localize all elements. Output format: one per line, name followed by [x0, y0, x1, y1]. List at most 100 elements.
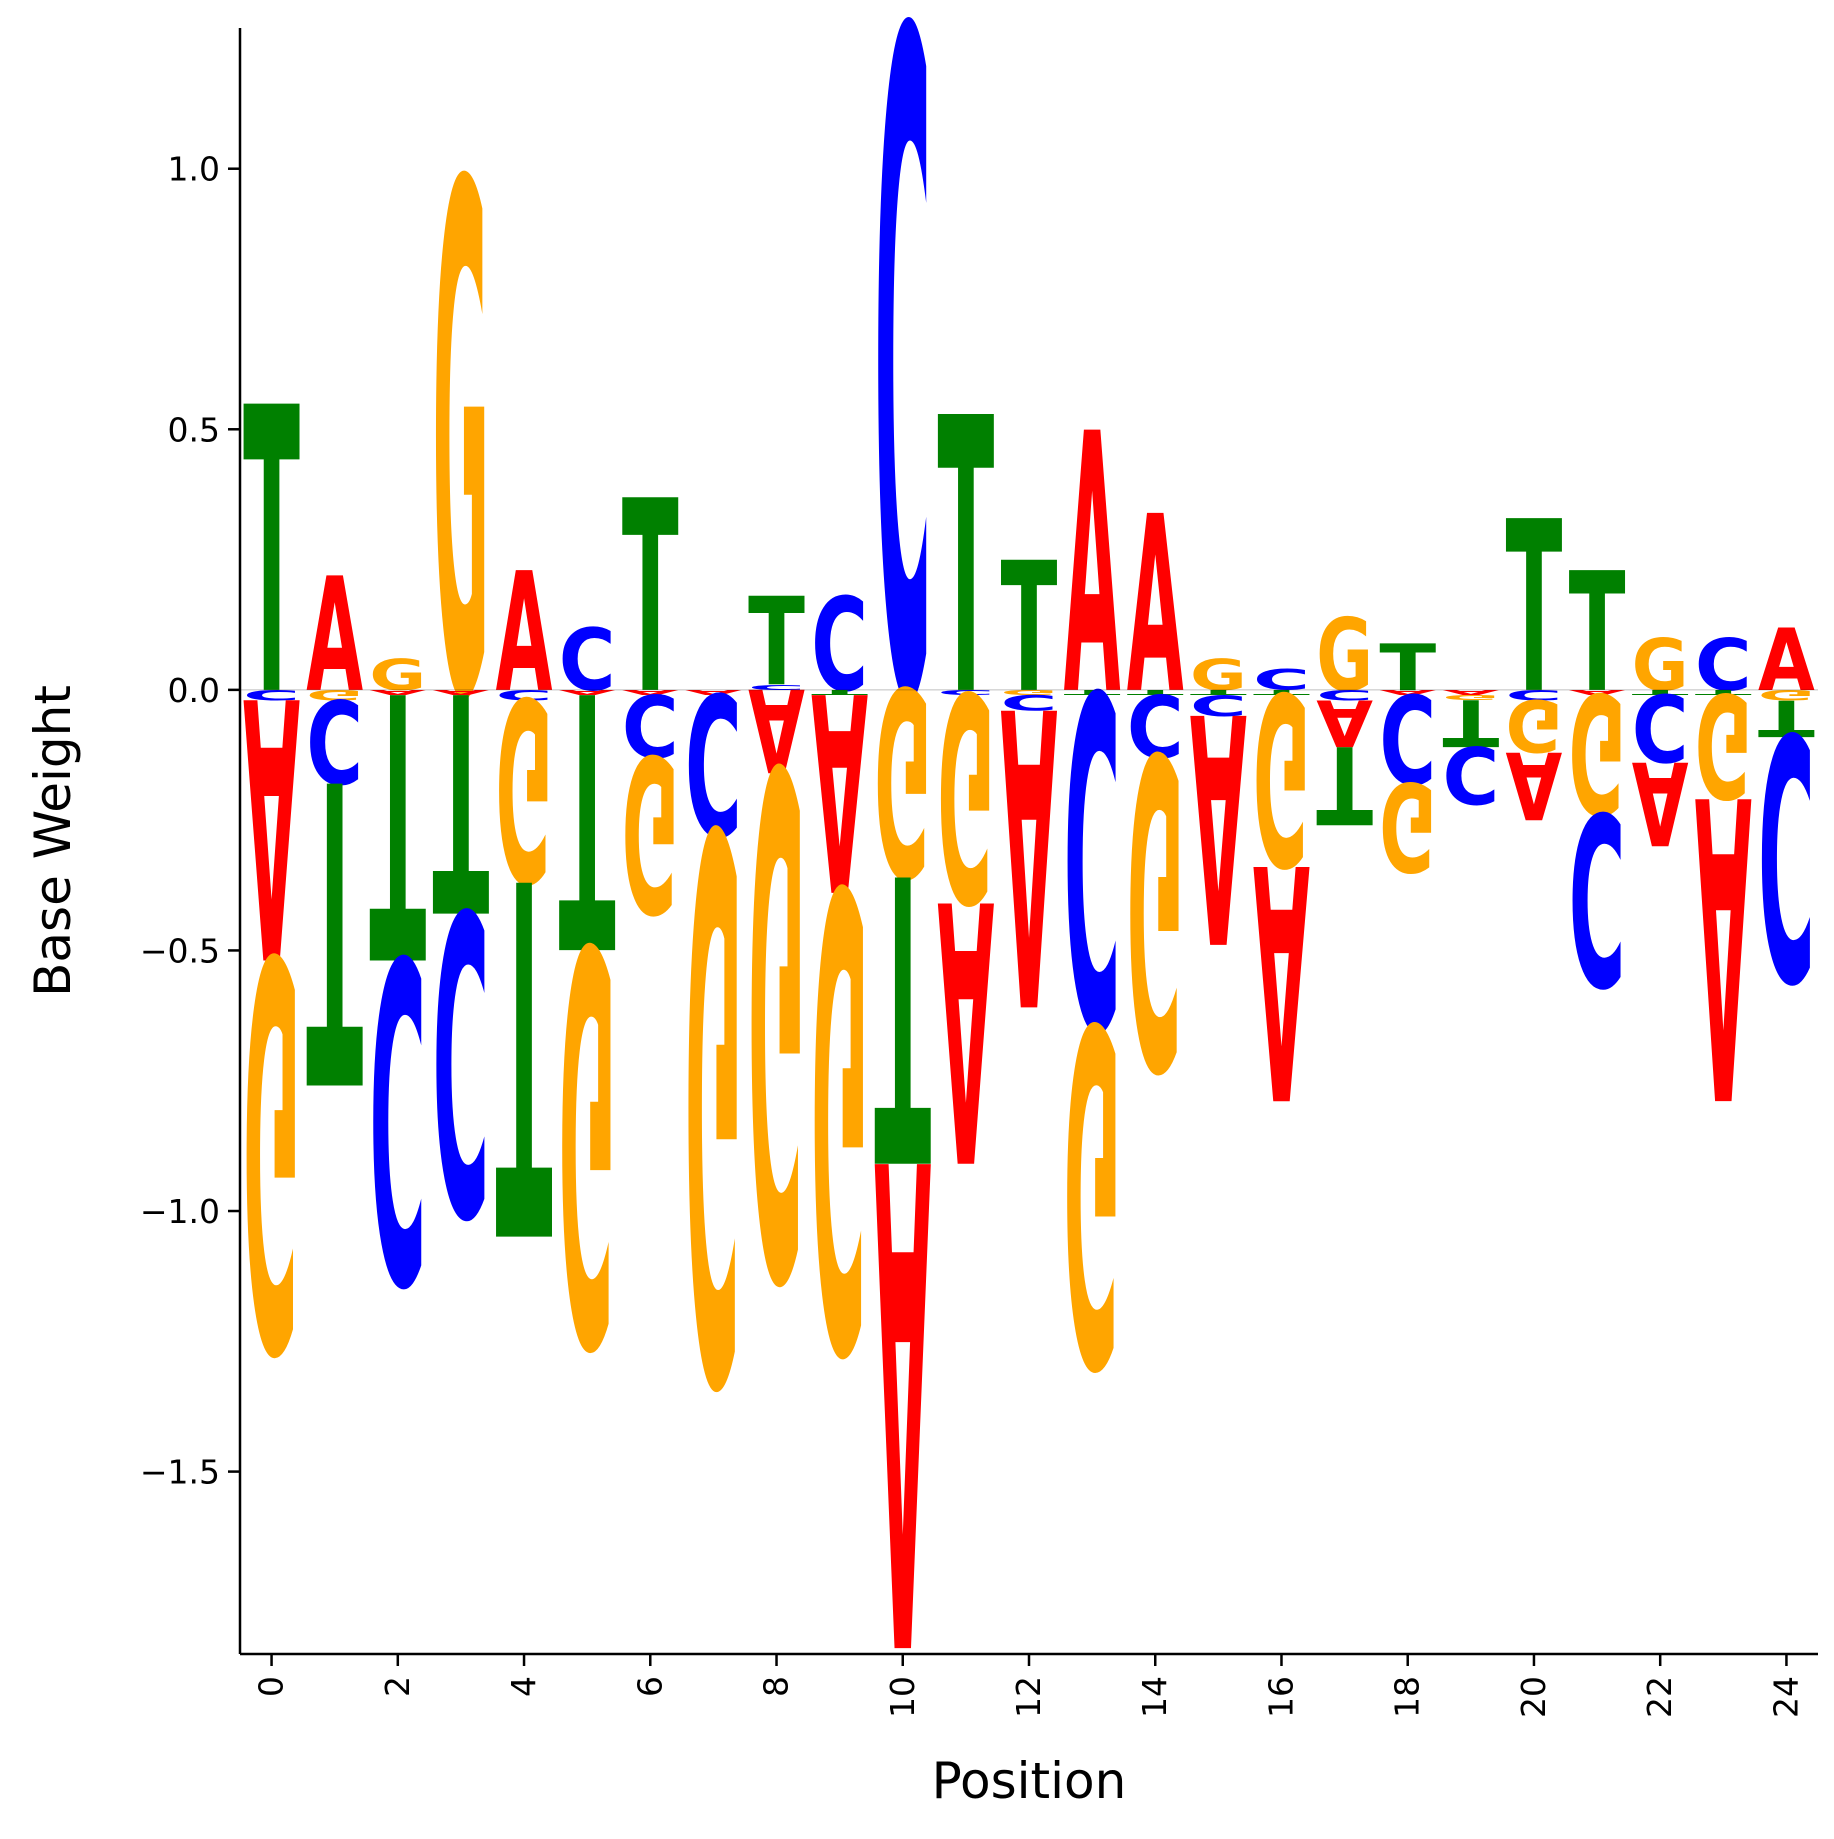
x-tick-label: 18 [1388, 1676, 1427, 1718]
logo-letter-g: G [306, 686, 363, 703]
logo-letter-t: T [369, 608, 426, 1031]
logo-letter-c: C [874, 0, 931, 904]
logo-letter-t: T [1064, 688, 1121, 696]
logo-letter-g: G [937, 628, 994, 961]
logo-letter-g: G [1506, 683, 1563, 766]
logo-letter-a: A [1569, 688, 1627, 696]
logo-letter-c: C [1506, 686, 1563, 703]
logo-letter-c: C [1064, 586, 1121, 1117]
y-axis-ticks: −1.5 −1.0 −0.5 0.0 0.5 1.0 [140, 150, 240, 1492]
logo-letter-t: T [1127, 688, 1184, 696]
logo-letter-a: A [1001, 615, 1058, 1088]
logo-letter-g: G [1064, 918, 1121, 1458]
logo-letter-t: T [1190, 688, 1247, 696]
x-tick-label: 2 [378, 1676, 417, 1697]
logo-letter-c: C [1316, 686, 1373, 703]
logo-letter-t: T [1001, 525, 1058, 733]
logo-letter-c: C [811, 572, 868, 721]
logo-letter-a: A [1064, 359, 1121, 775]
x-tick-label: 24 [1766, 1676, 1805, 1718]
logo-letter-g: G [1632, 624, 1689, 707]
logo-letter-t: T [1695, 688, 1752, 696]
logo-letter-c: C [433, 815, 490, 1296]
logo-letter-g: G [1758, 686, 1815, 703]
logo-letter-a: A [369, 688, 427, 696]
logo-letter-a: A [874, 1007, 931, 1779]
logo-letter-g: G [1442, 693, 1499, 701]
logo-letter-t: T [1569, 537, 1626, 729]
logo-letter-t: T [811, 688, 868, 696]
logo-letter-g: G [1001, 688, 1058, 696]
x-axis-ticks: 0 2 4 6 8 10 12 14 16 18 20 22 24 [252, 1654, 1805, 1718]
logo-letter-t: T [622, 446, 679, 754]
logo-letter-a: A [748, 662, 805, 795]
logo-letter-g: G [811, 744, 868, 1475]
logo-letter-t: T [433, 624, 490, 973]
logo-letter-t: T [1379, 630, 1436, 705]
logo-letter-g: G [1190, 650, 1247, 700]
logo-letter-a: A [1695, 700, 1752, 1182]
logo-letter-c: C [1190, 688, 1247, 721]
y-tick-label: 1.0 [168, 150, 220, 189]
logo-letter-g: G [559, 821, 616, 1452]
logo-letter-a: A [1190, 642, 1247, 1008]
logo-letter-c: C [496, 686, 553, 703]
logo-letter-t: T [496, 767, 553, 1332]
logo-letter-t: T [748, 572, 805, 714]
logo-letter-t: T [1632, 688, 1689, 696]
logo-letter-g: G [1253, 639, 1310, 913]
logo-letter-a: A [559, 688, 617, 696]
logo-letter-c: C [1442, 728, 1499, 819]
logo-letter-c: C [622, 674, 679, 774]
logo-letter-t: T [243, 326, 300, 783]
logo-letter-a: A [622, 688, 680, 696]
x-tick-label: 0 [252, 1676, 291, 1697]
logo-letter-t: T [1758, 688, 1815, 746]
logo-letter-c: C [306, 672, 363, 805]
x-axis-title: Position [932, 1752, 1127, 1810]
x-tick-label: 8 [757, 1676, 796, 1697]
logo-letter-g: G [1569, 656, 1626, 848]
logo-letter-g: G [874, 628, 931, 927]
x-tick-label: 12 [1009, 1676, 1048, 1718]
y-tick-label: −1.5 [140, 1453, 220, 1492]
logo-letter-g: G [243, 833, 300, 1456]
logo-letter-a: A [1316, 684, 1373, 759]
logo-letter-a: A [433, 688, 491, 696]
logo-letter-c: C [685, 649, 742, 873]
logo-letter-a: A [243, 616, 300, 1032]
logo-letter-c: C [243, 686, 300, 703]
logo-letter-g: G [622, 706, 679, 956]
logo-letter-a: A [1506, 730, 1563, 839]
logo-letter-c: C [1379, 665, 1436, 806]
logo-letter-c: C [1632, 672, 1689, 780]
y-tick-label: −0.5 [140, 931, 220, 970]
logo-letter-a: A [1127, 467, 1184, 749]
logo-letter-c: C [1569, 759, 1626, 1033]
y-tick-label: 0.5 [168, 410, 220, 449]
logo-letter-c: C [1695, 624, 1752, 707]
x-tick-label: 22 [1640, 1676, 1679, 1718]
logo-letter-g: G [748, 609, 805, 1415]
logo-letter-c: C [1253, 663, 1310, 696]
logo-letter-a: A [1379, 688, 1437, 696]
logo-letter-t: T [306, 685, 363, 1166]
logo-letter-t: T [559, 613, 616, 1020]
x-tick-label: 4 [504, 1676, 543, 1697]
logo-letter-a: A [1442, 688, 1500, 696]
logo-letter-g: G [1316, 598, 1373, 714]
logo-letter-g: G [369, 650, 426, 700]
logo-letter-a: A [685, 688, 743, 696]
x-tick-label: 14 [1135, 1676, 1174, 1718]
logo-letter-a: A [496, 538, 553, 729]
logo-letter-c: C [1001, 690, 1058, 715]
logo-letter-a: A [1758, 610, 1815, 710]
logo-letter-c: C [1127, 674, 1184, 774]
x-tick-label: 10 [883, 1676, 922, 1718]
y-tick-label: 0.0 [168, 671, 220, 710]
logo-letter-t: T [874, 785, 931, 1242]
y-axis-title: Base Weight [24, 685, 82, 997]
